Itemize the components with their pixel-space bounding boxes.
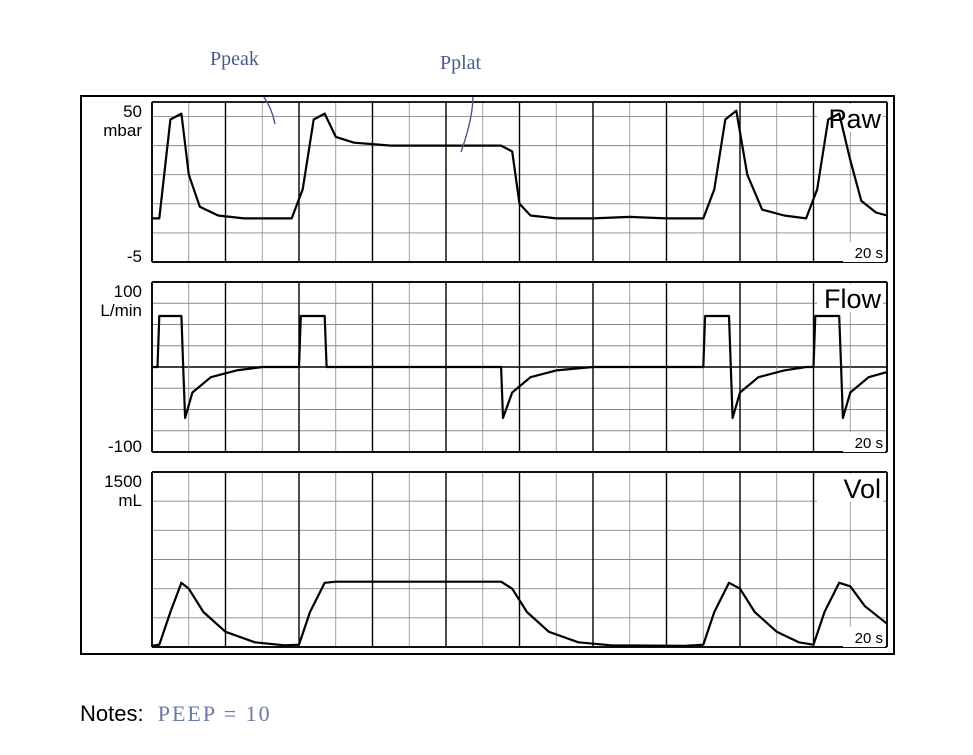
notes-row: Notes: PEEP = 10 (80, 701, 272, 727)
annotation-ppeak: Ppeak (210, 48, 259, 71)
svg-text:Vol: Vol (843, 474, 881, 504)
svg-text:100: 100 (114, 282, 142, 301)
svg-text:Flow: Flow (824, 284, 882, 314)
annotation-leader (461, 97, 473, 152)
annotation-pplat: Pplat (440, 52, 481, 75)
notes-handwritten: PEEP = 10 (158, 701, 272, 726)
svg-text:-100: -100 (108, 437, 142, 456)
svg-text:20 s: 20 s (855, 245, 883, 262)
svg-text:mbar: mbar (103, 121, 142, 140)
svg-text:L/min: L/min (100, 301, 142, 320)
svg-text:20 s: 20 s (855, 435, 883, 452)
svg-text:20 s: 20 s (855, 630, 883, 647)
svg-text:-5: -5 (127, 247, 142, 266)
ventilator-waveform-box: 50mbar -5 Paw 20 s 100L/min -100 Flow 20 s 1500m… (80, 95, 895, 655)
svg-text:Paw: Paw (828, 104, 881, 134)
waveform-svg: 50mbar -5 Paw 20 s 100L/min -100 Flow 20 s 1500m… (82, 97, 897, 657)
svg-text:50: 50 (123, 102, 142, 121)
notes-label: Notes: (80, 701, 144, 726)
svg-text:1500: 1500 (104, 472, 142, 491)
svg-text:mL: mL (118, 491, 142, 510)
annotation-leader (242, 97, 275, 124)
